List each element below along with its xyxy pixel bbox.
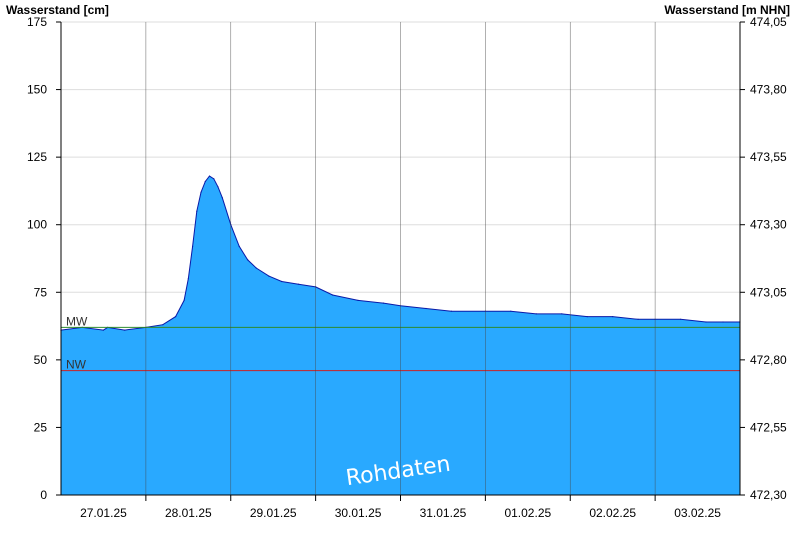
data-point-33 bbox=[510, 310, 512, 312]
right-tick-label-7: 474,05 bbox=[750, 15, 787, 29]
date-label-0: 27.01.25 bbox=[80, 506, 127, 520]
data-point-35 bbox=[561, 313, 563, 315]
date-label-1: 28.01.25 bbox=[165, 506, 212, 520]
left-tick-label-125: 125 bbox=[27, 150, 47, 164]
data-point-42 bbox=[722, 321, 724, 323]
data-point-10 bbox=[192, 245, 194, 247]
data-point-34 bbox=[535, 313, 537, 315]
data-point-16 bbox=[217, 186, 219, 188]
data-point-31 bbox=[450, 310, 452, 312]
date-label-3: 30.01.25 bbox=[335, 506, 382, 520]
left-axis-title: Wasserstand [cm] bbox=[6, 3, 109, 17]
data-point-37 bbox=[612, 316, 614, 318]
left-tick-label-25: 25 bbox=[34, 420, 48, 434]
data-point-13 bbox=[204, 180, 206, 183]
data-point-21 bbox=[255, 267, 257, 269]
data-point-7 bbox=[175, 316, 177, 318]
left-tick-label-100: 100 bbox=[27, 218, 47, 232]
data-point-9 bbox=[187, 278, 189, 280]
date-label-6: 02.02.25 bbox=[589, 506, 636, 520]
left-tick-label-150: 150 bbox=[27, 83, 47, 97]
data-point-14 bbox=[208, 175, 211, 177]
data-point-27 bbox=[357, 299, 359, 301]
ref-label-nw: NW bbox=[66, 358, 87, 372]
data-point-19 bbox=[238, 245, 240, 247]
data-point-11 bbox=[196, 210, 198, 212]
day-separators bbox=[145, 22, 656, 495]
left-tick-labels: 0 25 50 75 100 125 150 175 bbox=[27, 15, 61, 502]
data-point-22 bbox=[268, 275, 270, 277]
data-point-8 bbox=[183, 299, 185, 301]
data-point-30 bbox=[425, 307, 427, 310]
right-tick-label-5: 473,55 bbox=[750, 150, 787, 164]
right-tick-label-6: 473,80 bbox=[750, 83, 787, 97]
date-label-7: 03.02.25 bbox=[674, 506, 721, 520]
right-tick-label-4: 473,30 bbox=[750, 218, 787, 232]
data-point-2 bbox=[102, 329, 104, 331]
left-tick-label-75: 75 bbox=[34, 285, 48, 299]
data-point-28 bbox=[382, 302, 385, 304]
left-tick-label-175: 175 bbox=[27, 15, 47, 29]
right-tick-label-0: 472,30 bbox=[750, 488, 787, 502]
right-axis-title: Wasserstand [m NHN] bbox=[664, 3, 790, 17]
data-point-23 bbox=[281, 280, 283, 283]
left-tick-label-50: 50 bbox=[34, 353, 48, 367]
data-point-38 bbox=[637, 318, 639, 320]
right-tick-label-3: 473,05 bbox=[750, 285, 787, 299]
right-tick-label-2: 472,80 bbox=[750, 353, 787, 367]
data-point-6 bbox=[162, 324, 164, 326]
data-point-24 bbox=[298, 283, 300, 285]
date-labels: 27.01.25 28.01.25 29.01.25 30.01.25 31.01.25… bbox=[80, 506, 721, 520]
data-point-20 bbox=[247, 259, 249, 261]
left-tick-label-0: 0 bbox=[40, 488, 47, 502]
data-point-4 bbox=[124, 329, 126, 331]
ref-label-mw: MW bbox=[66, 314, 88, 328]
right-tick-labels: 472,30 472,55 472,80 473,05 473,30 473,55 473,… bbox=[740, 15, 787, 502]
right-tick-label-1: 472,55 bbox=[750, 420, 787, 434]
date-label-5: 01.02.25 bbox=[504, 506, 551, 520]
date-label-4: 31.01.25 bbox=[420, 506, 467, 520]
data-point-26 bbox=[332, 294, 334, 296]
date-label-2: 29.01.25 bbox=[250, 506, 297, 520]
series-line bbox=[60, 175, 740, 331]
data-point-15 bbox=[213, 178, 215, 180]
axes bbox=[60, 22, 741, 501]
data-point-17 bbox=[221, 197, 223, 199]
data-point-40 bbox=[680, 318, 682, 320]
data-point-36 bbox=[586, 316, 588, 318]
data-point-41 bbox=[705, 321, 707, 323]
data-point-12 bbox=[200, 191, 202, 193]
